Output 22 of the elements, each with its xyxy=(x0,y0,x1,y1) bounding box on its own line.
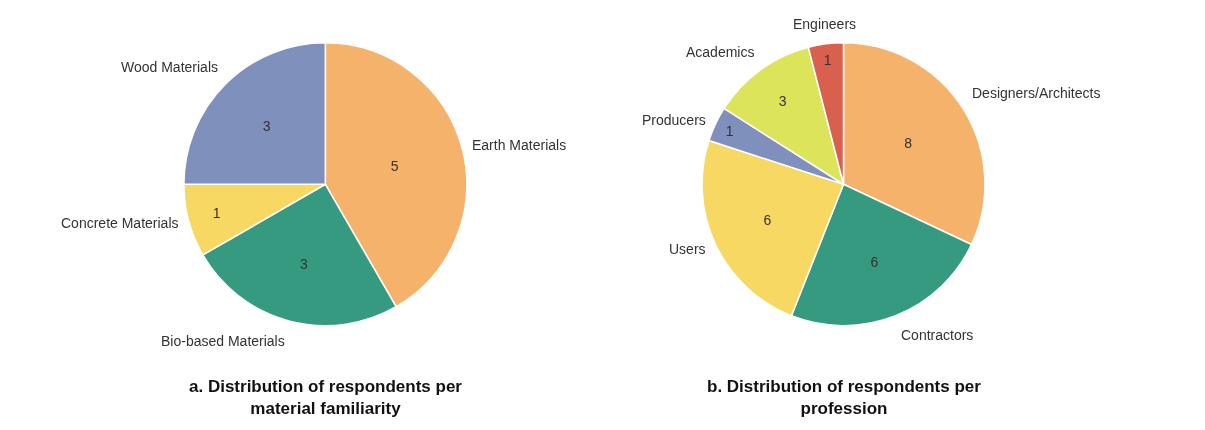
data-label: 3 xyxy=(778,92,787,109)
data-label: 5 xyxy=(390,157,399,174)
data-label: 8 xyxy=(904,135,913,152)
data-label: 3 xyxy=(299,256,308,273)
slice-label: Producers xyxy=(642,112,706,128)
slice-label: Concrete Materials xyxy=(61,215,179,231)
slice-label: Earth Materials xyxy=(472,137,567,153)
data-label: 6 xyxy=(763,212,772,228)
slice-label: Users xyxy=(669,241,706,257)
slice-label: Engineers xyxy=(793,16,857,32)
text: a. Distribution of respondents per material familiarity xyxy=(189,377,463,419)
data-label: 1 xyxy=(212,205,221,222)
data-label: 3 xyxy=(262,117,271,134)
slice-label: Academics xyxy=(686,44,755,60)
data-label: 1 xyxy=(823,51,832,68)
slice-label: Bio-based Materials xyxy=(161,333,285,349)
text: b. Distribution of respondents per profession xyxy=(707,377,982,419)
slice-label: Wood Materials xyxy=(121,59,219,75)
slice-label: Designers/Architects xyxy=(972,85,1101,101)
data-label: 6 xyxy=(870,254,879,271)
slice-label: Contractors xyxy=(901,327,974,343)
data-label: 1 xyxy=(725,122,734,139)
